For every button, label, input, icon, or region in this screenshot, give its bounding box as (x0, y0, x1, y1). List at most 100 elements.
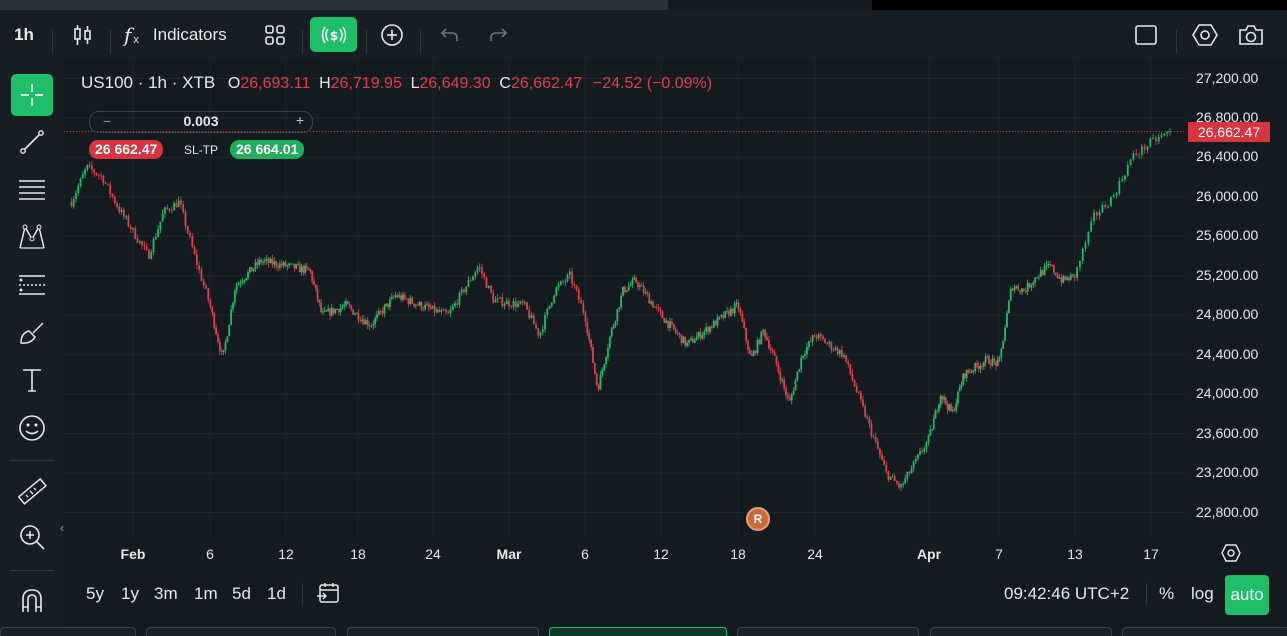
sltp-button[interactable]: SL-TP (184, 143, 219, 157)
range-button-5d[interactable]: 5d (232, 584, 251, 603)
candle-body (528, 309, 531, 319)
zoom-in-icon[interactable] (11, 516, 53, 558)
candle-body (182, 204, 185, 212)
candle-body (1062, 276, 1065, 283)
trend-line-icon[interactable] (11, 121, 53, 163)
log-scale-button[interactable]: log (1191, 584, 1214, 603)
event-marker-icon[interactable]: R (746, 507, 770, 531)
candle-body (862, 399, 864, 406)
add-circle-icon[interactable] (376, 10, 408, 60)
ruler-icon[interactable] (11, 470, 53, 512)
fib-retracement-icon[interactable] (11, 169, 53, 211)
candle-body (269, 258, 272, 264)
candle-body (463, 289, 465, 293)
emoji-tool-icon[interactable] (11, 407, 53, 449)
bottom-tab[interactable] (930, 627, 1112, 636)
buy-button[interactable]: 26 664.01 (230, 140, 305, 159)
candle-body (1166, 131, 1169, 134)
candle-body (1163, 133, 1166, 136)
price-chart[interactable] (64, 60, 1186, 536)
bottom-tab-active[interactable] (549, 627, 727, 636)
bottom-tab[interactable] (1122, 627, 1287, 636)
auto-scale-button[interactable]: auto (1225, 575, 1269, 615)
candle-body (599, 374, 602, 390)
collapse-toolbar-icon[interactable]: ‹ (60, 521, 64, 535)
candle-body (743, 321, 746, 329)
bottom-tab[interactable] (737, 627, 919, 636)
range-button-1y[interactable]: 1y (121, 584, 139, 603)
interval-button[interactable]: 1h (14, 25, 34, 44)
increase-button[interactable]: + (295, 112, 304, 128)
range-button-1m[interactable]: 1m (194, 584, 218, 603)
trading-toggle-button[interactable]: $ (310, 17, 357, 52)
text-tool-icon[interactable] (11, 359, 53, 401)
candlestick-icon[interactable] (66, 10, 100, 60)
decrease-button[interactable]: − (103, 113, 112, 129)
candle-body (597, 384, 600, 390)
redo-icon[interactable] (484, 10, 512, 60)
candle-body (161, 213, 164, 222)
candle-body (758, 339, 761, 345)
camera-icon[interactable] (1236, 10, 1266, 60)
candle-body (175, 203, 178, 208)
candle-body (485, 277, 488, 288)
candle-body (120, 209, 123, 212)
crosshair-tool[interactable] (11, 74, 53, 116)
forecast-tool-icon[interactable] (11, 264, 53, 306)
candle-body (1022, 288, 1025, 292)
high-value: 26,719.95 (330, 75, 402, 92)
candle-body (640, 285, 643, 286)
quantity-value[interactable]: 0.003 (183, 113, 219, 129)
brush-tool-icon[interactable] (11, 312, 53, 354)
bottom-tab[interactable] (0, 627, 136, 636)
candle-body (693, 340, 696, 343)
magnet-icon[interactable] (11, 580, 53, 622)
price-axis-label: 23,200.00 (1196, 464, 1259, 481)
candle-body (1058, 277, 1061, 279)
fullscreen-icon[interactable] (1132, 10, 1160, 60)
candle-body (938, 405, 940, 412)
quantity-stepper[interactable]: − 0.003 + (89, 111, 313, 133)
symbol-title[interactable]: US100 · 1h · XTB (81, 73, 216, 92)
candle-body (372, 323, 375, 326)
candle-body (960, 384, 963, 388)
layout-grid-icon[interactable] (258, 10, 292, 60)
candle-body (733, 304, 736, 314)
range-button-1d[interactable]: 1d (267, 584, 286, 603)
pattern-tool-icon[interactable] (11, 216, 53, 258)
clock[interactable]: 09:42:46 UTC+2 (1004, 584, 1130, 603)
axis-settings-icon[interactable] (1221, 544, 1241, 567)
candle-body (663, 317, 666, 323)
sell-button[interactable]: 26 662.47 (89, 140, 164, 159)
candle-body (741, 313, 744, 322)
candle-body (889, 476, 892, 480)
candle-body (286, 265, 289, 267)
time-axis-label: 6 (581, 546, 589, 562)
bottom-tab[interactable] (347, 627, 539, 636)
candle-body (946, 403, 949, 410)
candle-body (116, 203, 118, 208)
candle-body (635, 277, 638, 283)
undo-icon[interactable] (436, 10, 464, 60)
candle-body (631, 279, 634, 285)
candle-body (345, 301, 347, 306)
function-icon: f (124, 23, 132, 47)
candle-body (232, 302, 234, 310)
date-range-icon[interactable] (316, 581, 342, 610)
percent-scale-button[interactable]: % (1159, 584, 1175, 603)
bottom-tab[interactable] (146, 627, 336, 636)
candle-body (271, 258, 274, 265)
price-axis-label: 22,800.00 (1196, 503, 1259, 520)
range-button-5y[interactable]: 5y (86, 584, 104, 603)
candle-body (474, 272, 477, 277)
candle-body (817, 334, 820, 339)
settings-hexagon-icon[interactable] (1190, 10, 1220, 60)
candle-body (981, 365, 984, 367)
candle-body (263, 260, 266, 262)
top-strip-right (872, 0, 1287, 10)
candle-body (607, 347, 609, 358)
candle-body (1104, 204, 1107, 208)
candle-body (962, 373, 965, 385)
range-button-3m[interactable]: 3m (154, 584, 178, 603)
